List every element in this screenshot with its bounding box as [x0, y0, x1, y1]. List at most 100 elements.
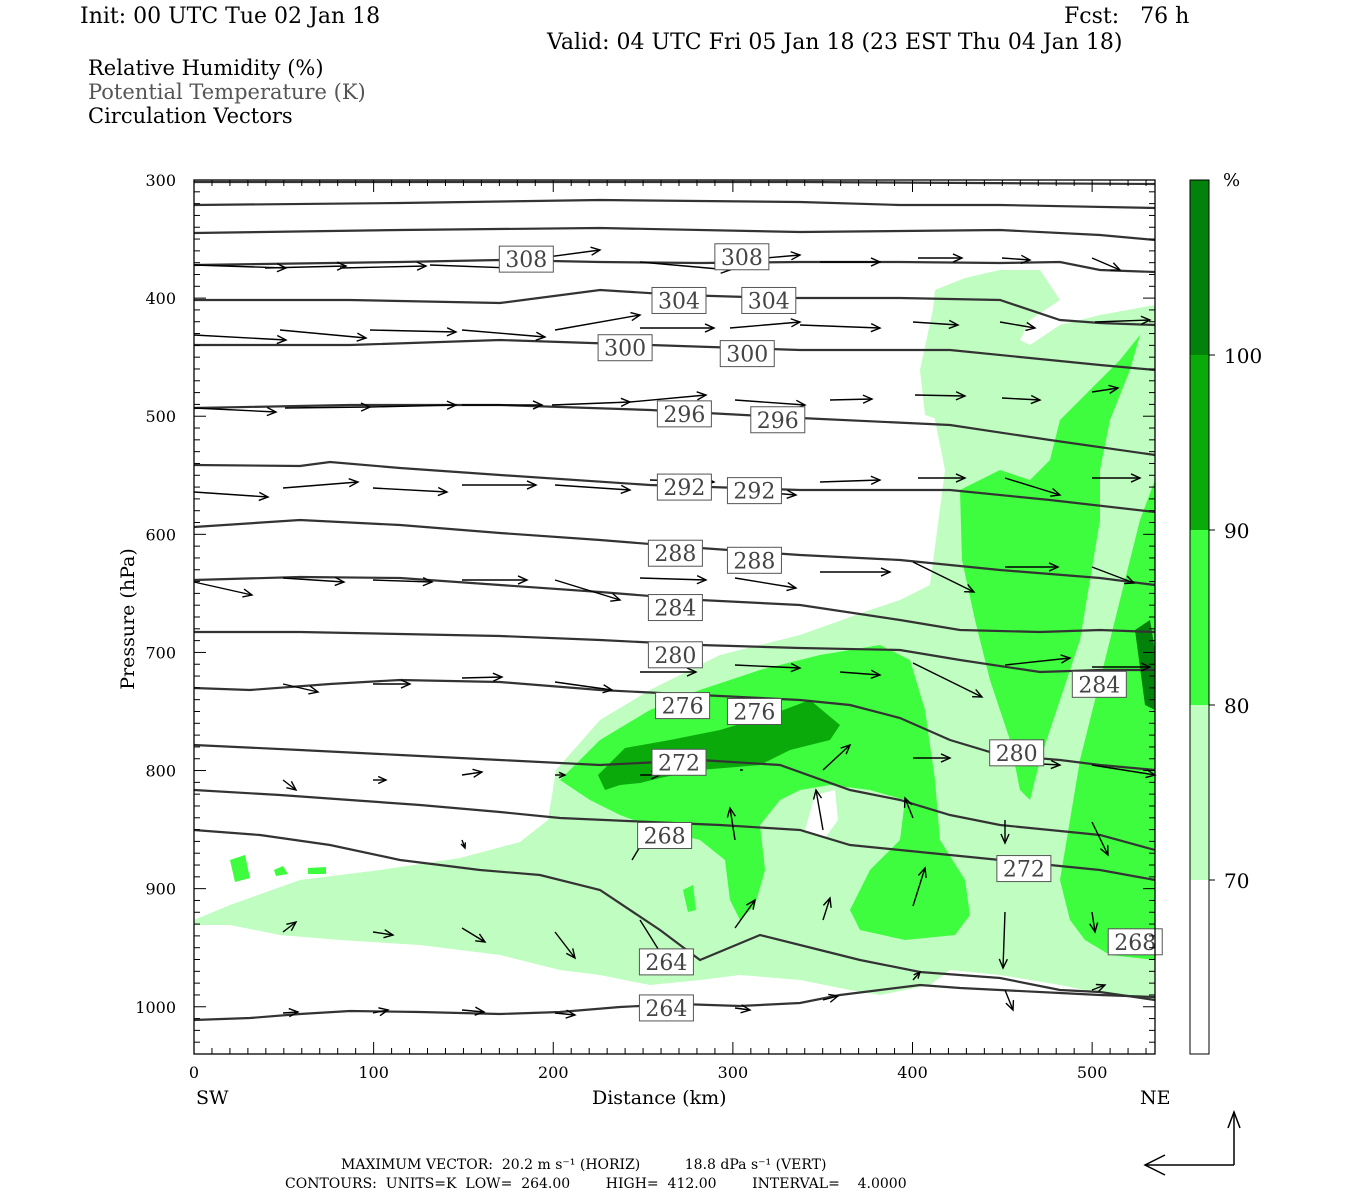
vector-arrow: [913, 753, 952, 763]
vector-head: [336, 261, 348, 271]
vector-shaft: [554, 1012, 576, 1016]
vector-shaft: [912, 561, 975, 593]
colorbar-segment: [1190, 530, 1209, 705]
vector-arrow: [914, 391, 967, 401]
theta-contour-line: [193, 198, 1156, 210]
theta-contour-label-box: [719, 340, 775, 368]
legend-rh: Relative Humidity (%): [88, 56, 324, 80]
vector-head: [348, 478, 360, 488]
y-axis-label: Pressure (hPa): [117, 548, 139, 690]
vector-head: [474, 1006, 486, 1016]
vector-arrow: [193, 334, 288, 345]
vector-arrow: [912, 866, 927, 907]
vector-shaft: [1004, 477, 1061, 496]
vector-shaft: [822, 897, 831, 921]
vector-arrow: [729, 318, 802, 329]
vector-arrow: [1004, 477, 1062, 497]
circulation-vector-layer: [193, 246, 1157, 1019]
rh-80-region: [230, 855, 250, 882]
vector-arrow: [734, 662, 802, 673]
vector-head: [460, 842, 467, 850]
vector-head: [377, 775, 388, 785]
vector-head: [630, 311, 642, 322]
vector-head: [1108, 384, 1120, 394]
vector-head: [955, 473, 967, 483]
theta-contour-label-box: [656, 400, 712, 428]
vector-shaft: [1091, 566, 1135, 584]
theta-contour-label-box: [741, 286, 797, 314]
theta-contour-label-text: 272: [1003, 858, 1045, 883]
theta-contour-label-box: [647, 539, 703, 567]
vector-arrow: [1094, 315, 1152, 326]
vector-head: [913, 970, 922, 979]
theta-contour-label-box: [647, 594, 703, 622]
vector-head: [870, 257, 882, 267]
theta-contour-label-text: 304: [748, 289, 790, 314]
vector-arrow: [640, 323, 716, 333]
vector-shaft: [829, 398, 873, 401]
vector-shaft: [554, 314, 641, 331]
colorbar-level-label: 90: [1224, 519, 1249, 543]
vector-shaft: [282, 683, 319, 693]
vector-head: [786, 489, 798, 499]
vector-head: [948, 319, 960, 330]
vector-arrow: [373, 679, 412, 689]
rh-fill-layer: [194, 270, 1155, 1000]
vector-arrow: [554, 579, 622, 602]
vector-arrow: [339, 261, 428, 271]
vector-head: [790, 662, 802, 673]
vector-arrow: [639, 575, 708, 585]
colorbar-level-label: 70: [1224, 869, 1249, 893]
vector-shaft: [372, 579, 433, 583]
vector-arrow: [912, 662, 984, 698]
vector-shaft: [461, 771, 483, 776]
x-tick-label: 200: [538, 1063, 569, 1082]
vector-arrow: [193, 491, 270, 502]
theta-contour-label: 284: [647, 594, 703, 622]
theta-contour-label: 300: [719, 340, 775, 368]
vector-arrow: [369, 400, 458, 410]
vector-shaft: [461, 927, 486, 943]
theta-contour-label-box: [498, 245, 554, 273]
theta-contour-label: 288: [726, 546, 782, 574]
vector-shaft: [1091, 257, 1121, 271]
vector-head: [903, 796, 913, 808]
vector-head: [334, 576, 346, 587]
footer-max-vector: MAXIMUM VECTOR: 20.2 m s⁻¹ (HORIZ) 18.8 …: [341, 1157, 827, 1173]
theta-contour-label-box: [655, 692, 711, 720]
vector-arrow: [461, 329, 547, 341]
theta-contour-label: 288: [647, 539, 703, 567]
vector-head: [258, 491, 270, 502]
colorbar-segment: [1190, 355, 1209, 530]
theta-contour-label-text: 276: [662, 695, 704, 720]
vector-arrow: [282, 1007, 300, 1018]
theta-contour-label-text: 292: [663, 476, 705, 501]
theta-contour-label: 272: [996, 855, 1052, 883]
vector-shaft: [554, 484, 631, 491]
vector-shaft: [839, 671, 881, 676]
theta-contour-label-text: 284: [1078, 673, 1120, 698]
theta-contour-label: 276: [726, 697, 782, 725]
theta-contour-label: 296: [750, 406, 806, 434]
vector-arrow: [462, 480, 538, 490]
theta-contour-label-box: [726, 697, 782, 725]
vector-head: [590, 246, 602, 256]
theta-contour-line: [193, 258, 1156, 274]
theta-contour-label-text: 308: [505, 248, 547, 273]
vector-shaft: [1004, 657, 1071, 666]
vector-shaft: [729, 321, 801, 329]
vector-head: [696, 391, 708, 401]
vector-head: [1140, 662, 1152, 672]
vector-arrow: [999, 321, 1037, 332]
vector-shaft: [369, 329, 457, 333]
vector-arrow: [734, 1004, 752, 1014]
vector-head: [558, 771, 567, 779]
x-axis-label: Distance (km): [592, 1087, 727, 1109]
vector-shaft: [282, 481, 359, 489]
vector-head: [276, 334, 288, 345]
vector-arrow: [912, 970, 922, 981]
theta-contour-label: 304: [651, 286, 707, 314]
vector-arrow: [369, 327, 458, 337]
theta-contour-label: 308: [498, 245, 554, 273]
vector-head: [620, 484, 632, 495]
